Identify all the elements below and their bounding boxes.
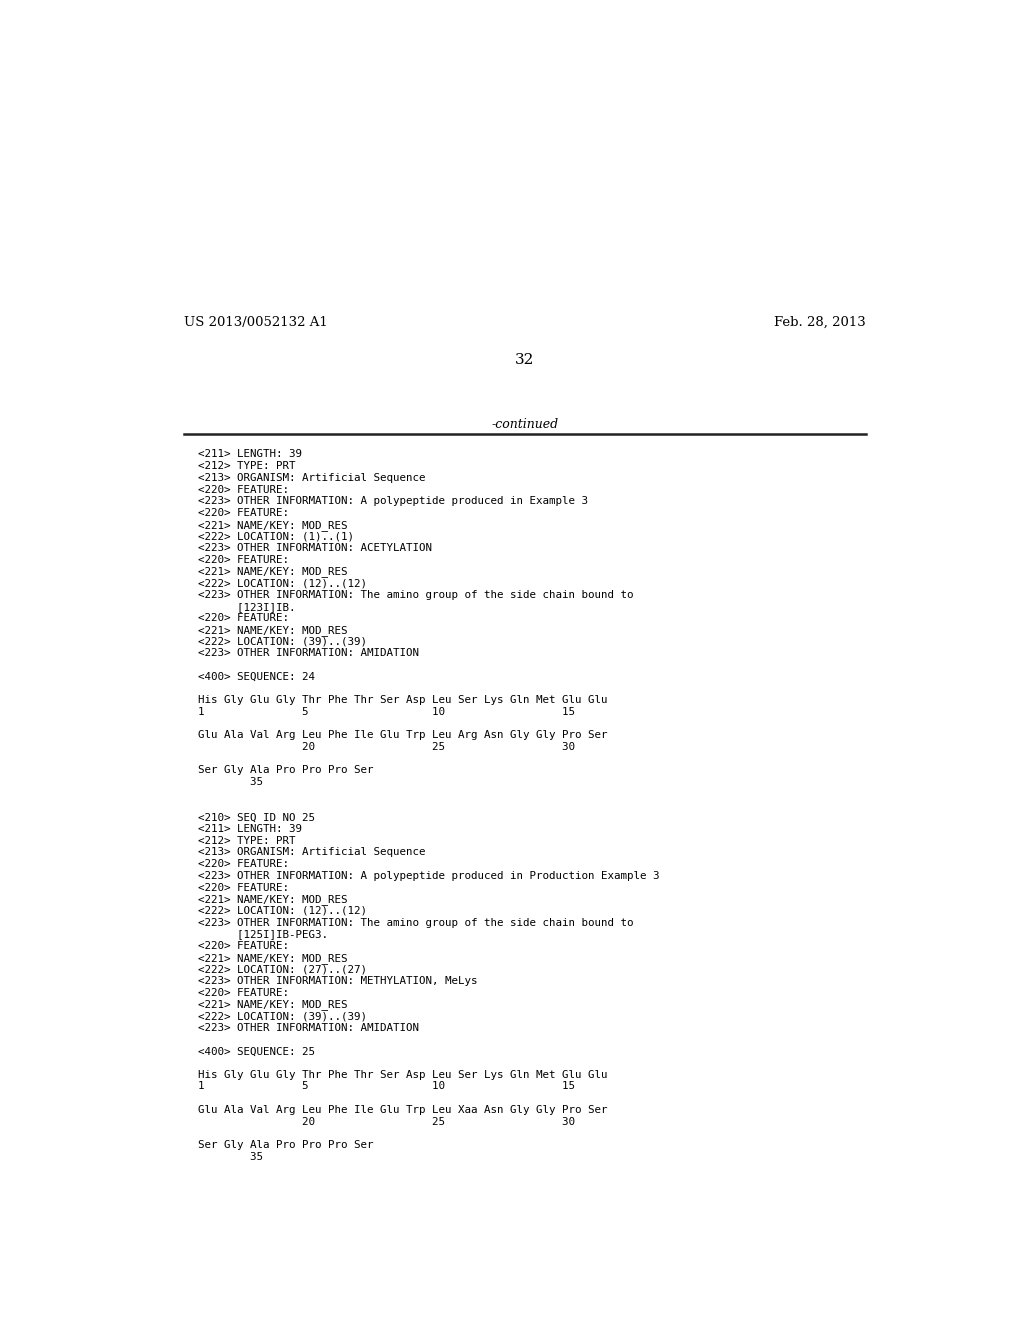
Text: 20                  25                  30: 20 25 30 [198,1117,574,1126]
Text: <223> OTHER INFORMATION: METHYLATION, MeLys: <223> OTHER INFORMATION: METHYLATION, Me… [198,977,477,986]
Text: <220> FEATURE:: <220> FEATURE: [198,614,289,623]
Text: [125I]IB-PEG3.: [125I]IB-PEG3. [198,929,328,940]
Text: <213> ORGANISM: Artificial Sequence: <213> ORGANISM: Artificial Sequence [198,473,425,483]
Text: -continued: -continued [492,418,558,430]
Text: His Gly Glu Gly Thr Phe Thr Ser Asp Leu Ser Lys Gln Met Glu Glu: His Gly Glu Gly Thr Phe Thr Ser Asp Leu … [198,696,607,705]
Text: <221> NAME/KEY: MOD_RES: <221> NAME/KEY: MOD_RES [198,999,347,1010]
Text: <212> TYPE: PRT: <212> TYPE: PRT [198,461,295,471]
Text: <210> SEQ ID NO 25: <210> SEQ ID NO 25 [198,812,314,822]
Text: <400> SEQUENCE: 25: <400> SEQUENCE: 25 [198,1047,314,1056]
Text: 35: 35 [198,777,263,787]
Text: [123I]IB.: [123I]IB. [198,602,295,611]
Text: Ser Gly Ala Pro Pro Pro Ser: Ser Gly Ala Pro Pro Pro Ser [198,1140,374,1150]
Text: <211> LENGTH: 39: <211> LENGTH: 39 [198,824,302,834]
Text: <223> OTHER INFORMATION: The amino group of the side chain bound to: <223> OTHER INFORMATION: The amino group… [198,917,633,928]
Text: <222> LOCATION: (12)..(12): <222> LOCATION: (12)..(12) [198,578,367,589]
Text: <220> FEATURE:: <220> FEATURE: [198,941,289,950]
Text: <221> NAME/KEY: MOD_RES: <221> NAME/KEY: MOD_RES [198,520,347,531]
Text: <223> OTHER INFORMATION: AMIDATION: <223> OTHER INFORMATION: AMIDATION [198,1023,419,1034]
Text: <220> FEATURE:: <220> FEATURE: [198,883,289,892]
Text: His Gly Glu Gly Thr Phe Thr Ser Asp Leu Ser Lys Gln Met Glu Glu: His Gly Glu Gly Thr Phe Thr Ser Asp Leu … [198,1069,607,1080]
Text: 35: 35 [198,1151,263,1162]
Text: Feb. 28, 2013: Feb. 28, 2013 [774,317,866,329]
Text: <213> ORGANISM: Artificial Sequence: <213> ORGANISM: Artificial Sequence [198,847,425,858]
Text: Ser Gly Ala Pro Pro Pro Ser: Ser Gly Ala Pro Pro Pro Ser [198,766,374,775]
Text: <223> OTHER INFORMATION: ACETYLATION: <223> OTHER INFORMATION: ACETYLATION [198,543,432,553]
Text: <222> LOCATION: (1)..(1): <222> LOCATION: (1)..(1) [198,532,353,541]
Text: <400> SEQUENCE: 24: <400> SEQUENCE: 24 [198,672,314,682]
Text: <221> NAME/KEY: MOD_RES: <221> NAME/KEY: MOD_RES [198,626,347,636]
Text: <223> OTHER INFORMATION: A polypeptide produced in Example 3: <223> OTHER INFORMATION: A polypeptide p… [198,496,588,507]
Text: <220> FEATURE:: <220> FEATURE: [198,484,289,495]
Text: <222> LOCATION: (27)..(27): <222> LOCATION: (27)..(27) [198,965,367,974]
Text: <220> FEATURE:: <220> FEATURE: [198,859,289,869]
Text: Glu Ala Val Arg Leu Phe Ile Glu Trp Leu Arg Asn Gly Gly Pro Ser: Glu Ala Val Arg Leu Phe Ile Glu Trp Leu … [198,730,607,741]
Text: <211> LENGTH: 39: <211> LENGTH: 39 [198,449,302,459]
Text: <222> LOCATION: (39)..(39): <222> LOCATION: (39)..(39) [198,636,367,647]
Text: <222> LOCATION: (39)..(39): <222> LOCATION: (39)..(39) [198,1011,367,1022]
Text: Glu Ala Val Arg Leu Phe Ile Glu Trp Leu Xaa Asn Gly Gly Pro Ser: Glu Ala Val Arg Leu Phe Ile Glu Trp Leu … [198,1105,607,1115]
Text: 1               5                   10                  15: 1 5 10 15 [198,1081,574,1092]
Text: <223> OTHER INFORMATION: A polypeptide produced in Production Example 3: <223> OTHER INFORMATION: A polypeptide p… [198,871,659,880]
Text: <221> NAME/KEY: MOD_RES: <221> NAME/KEY: MOD_RES [198,953,347,964]
Text: <220> FEATURE:: <220> FEATURE: [198,508,289,517]
Text: <223> OTHER INFORMATION: The amino group of the side chain bound to: <223> OTHER INFORMATION: The amino group… [198,590,633,599]
Text: <212> TYPE: PRT: <212> TYPE: PRT [198,836,295,846]
Text: 1               5                   10                  15: 1 5 10 15 [198,708,574,717]
Text: US 2013/0052132 A1: US 2013/0052132 A1 [183,317,328,329]
Text: <221> NAME/KEY: MOD_RES: <221> NAME/KEY: MOD_RES [198,566,347,577]
Text: <223> OTHER INFORMATION: AMIDATION: <223> OTHER INFORMATION: AMIDATION [198,648,419,659]
Text: 32: 32 [515,354,535,367]
Text: 20                  25                  30: 20 25 30 [198,742,574,752]
Text: <221> NAME/KEY: MOD_RES: <221> NAME/KEY: MOD_RES [198,894,347,906]
Text: <222> LOCATION: (12)..(12): <222> LOCATION: (12)..(12) [198,906,367,916]
Text: <220> FEATURE:: <220> FEATURE: [198,987,289,998]
Text: <220> FEATURE:: <220> FEATURE: [198,554,289,565]
